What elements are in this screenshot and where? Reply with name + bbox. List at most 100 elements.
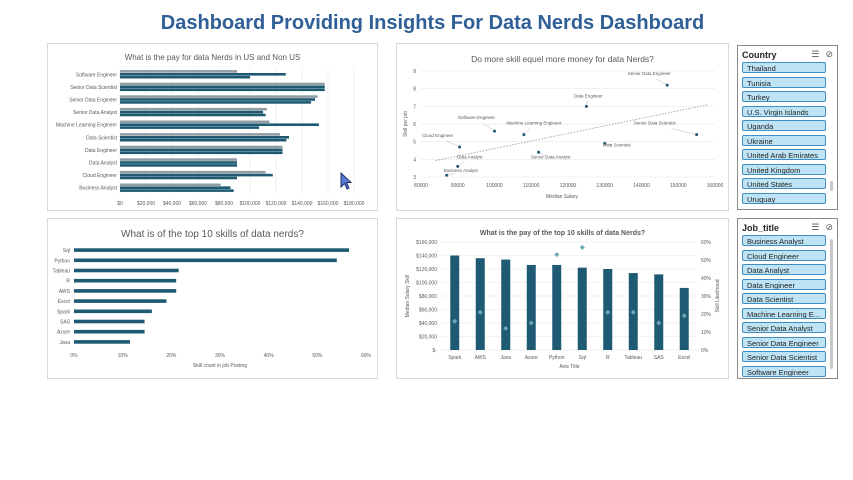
scatter-point: [522, 133, 526, 137]
y-axis-title: Median Salary Skill: [405, 275, 411, 318]
job-title-slicer-item[interactable]: Senior Data Engineer: [742, 336, 826, 348]
y2-tick-label: 40%: [701, 276, 712, 282]
data-label: Software Engineer: [458, 115, 496, 120]
x-tick-label: $100,000: [240, 201, 261, 207]
bar: [120, 120, 270, 124]
y-tick-label: 9: [413, 69, 416, 75]
x-tick-label: 50%: [312, 353, 323, 359]
bar: [74, 258, 337, 263]
country-slicer[interactable]: Country ☰ ⊘ Thailand Tunisia Turkey U.S. Vir…: [737, 45, 838, 210]
category-label: AWS: [59, 289, 71, 295]
bar: [74, 309, 152, 314]
country-slicer-item[interactable]: Tunisia: [742, 76, 826, 88]
x-tick-label: 150000: [670, 183, 687, 189]
bar: [74, 268, 179, 273]
data-label: Senior Data Engineer: [628, 71, 672, 76]
country-slicer-item[interactable]: Thailand: [742, 62, 826, 73]
job-title-slicer[interactable]: Job_title ☰ ⊘ Business Analyst Cloud Engin…: [737, 218, 838, 379]
bar: [120, 183, 221, 187]
bar: [120, 113, 266, 117]
country-slicer-item[interactable]: U.S. Virgin Islands: [742, 105, 826, 117]
category-label: Senior Data Engineer: [69, 98, 117, 104]
job-title-slicer-item[interactable]: Business Analyst: [742, 235, 826, 246]
country-slicer-item[interactable]: Ukraine: [742, 134, 826, 146]
category-label: Azure: [57, 330, 70, 336]
category-label: Java: [59, 340, 70, 346]
category-label: Senior Data Scientist: [70, 85, 117, 91]
country-slicer-scrollbar[interactable]: [830, 181, 833, 191]
category-label: Tableau: [52, 269, 70, 275]
bar: [74, 299, 167, 303]
country-slicer-item[interactable]: Uruguay: [742, 192, 826, 204]
job-title-slicer-item[interactable]: Software Engineer: [742, 365, 826, 377]
clear-filter-icon[interactable]: ⊘: [825, 49, 833, 59]
country-slicer-title: Country: [742, 50, 777, 60]
x-tick-label: $180,000: [344, 201, 365, 207]
multi-select-icon[interactable]: ☰: [811, 49, 820, 59]
x-tick-label: $40,000: [163, 201, 181, 207]
country-slicer-item[interactable]: United Arab Emirates: [742, 149, 826, 160]
chart-title: Do more skill equel more money for data …: [471, 54, 654, 64]
job-title-slicer-item[interactable]: Data Scientist: [742, 293, 826, 304]
x-tick-label: 0%: [70, 353, 78, 359]
scatter-point: [665, 83, 669, 87]
job-title-slicer-item[interactable]: Senior Data Analyst: [742, 322, 826, 333]
data-label-leader: [483, 123, 495, 132]
y-tick-label: 6: [413, 122, 416, 128]
country-slicer-item[interactable]: Uganda: [742, 120, 826, 131]
country-slicer-item[interactable]: United States: [742, 178, 826, 189]
data-label: Data Engineer: [574, 93, 603, 98]
y-tick-label: 3: [413, 175, 416, 181]
x-tick-label: 20%: [166, 353, 177, 359]
x-tick-label: $20,000: [137, 201, 155, 207]
scatter-point: [537, 150, 541, 154]
bar: [74, 289, 177, 293]
country-slicer-item[interactable]: Turkey: [742, 91, 826, 102]
data-label-leader: [671, 128, 697, 135]
mouse-pointer-icon: [340, 172, 353, 190]
category-label: Senior Data Analyst: [73, 110, 118, 116]
x-tick-label: $60,000: [189, 201, 207, 207]
x-axis-title: Skill count in job Posting: [193, 363, 247, 369]
scatter-point: [493, 129, 496, 133]
bar: [120, 164, 237, 167]
bar: [120, 107, 267, 111]
job-title-slicer-scrollbar[interactable]: [830, 239, 833, 369]
line-marker: [681, 313, 687, 319]
chart-panel-pay-us-nonus[interactable]: What is the pay for data Nerds in US and…: [47, 43, 378, 211]
scatter-point: [584, 104, 588, 108]
clear-filter-icon[interactable]: ⊘: [825, 222, 833, 232]
scatter-point: [695, 133, 699, 137]
y-tick-label: $80,000: [419, 294, 437, 300]
bar: [120, 73, 286, 76]
line-marker: [452, 318, 458, 324]
y2-tick-label: 10%: [701, 330, 712, 336]
x-tick-label: 130000: [596, 183, 613, 189]
job-title-slicer-item[interactable]: Cloud Engineer: [742, 249, 826, 261]
multi-select-icon[interactable]: ☰: [811, 222, 820, 232]
y-tick-label: $120,000: [416, 267, 437, 273]
country-slicer-item[interactable]: United Kingdom: [742, 163, 826, 175]
category-label: AWS: [475, 355, 487, 361]
scatter-point: [456, 164, 460, 168]
job-title-slicer-item[interactable]: Senior Data Scientist: [742, 351, 826, 362]
bar: [74, 248, 349, 252]
bar: [679, 287, 689, 350]
chart-panel-skill-vs-money[interactable]: Do more skill equel more money for data …: [396, 43, 729, 211]
category-label: SAS: [654, 355, 665, 361]
y-tick-label: $-: [433, 348, 438, 354]
bar: [450, 255, 460, 350]
y-tick-label: 5: [413, 140, 416, 146]
chart-panel-top10-skills[interactable]: What is of the top 10 skills of data ner…: [47, 218, 378, 379]
chart-panel-top10-skills-pay[interactable]: What is the pay of the top 10 skills of …: [396, 218, 729, 379]
job-title-slicer-item[interactable]: Data Engineer: [742, 278, 826, 290]
job-title-slicer-item[interactable]: Data Analyst: [742, 264, 826, 275]
job-title-slicer-title: Job_title: [742, 223, 780, 233]
category-label: Data Engineer: [85, 148, 117, 154]
x-tick-label: 80000: [414, 183, 428, 189]
chart-title: What is the pay for data Nerds in US and…: [125, 53, 301, 62]
x-tick-label: $160,000: [318, 201, 339, 207]
category-label: Cloud Engineer: [83, 173, 118, 179]
job-title-slicer-item[interactable]: Machine Learning E...: [742, 307, 826, 319]
bar: [74, 340, 130, 344]
